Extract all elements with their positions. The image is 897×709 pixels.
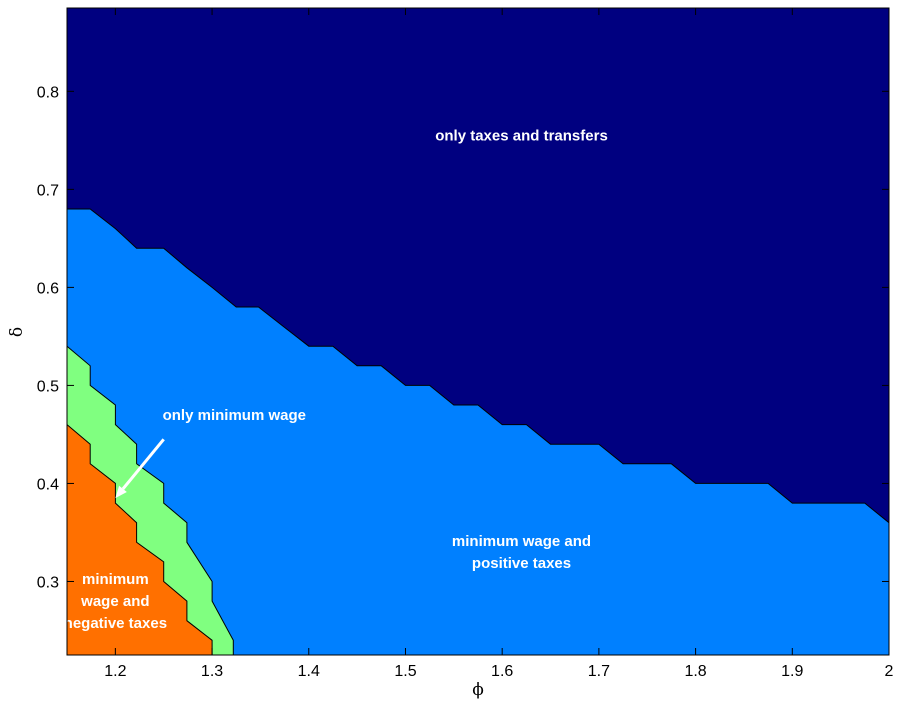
region-mw-positive [67, 209, 889, 655]
region-taxes-transfers [67, 8, 889, 523]
region-label-only-mw: only minimum wage [163, 407, 306, 424]
region-only-mw [67, 346, 234, 655]
y-axis-label: δ [7, 327, 27, 337]
x-tick-label: 1.9 [781, 663, 803, 680]
x-tick-label: 1.6 [491, 663, 513, 680]
y-tick-label: 0.6 [37, 280, 59, 297]
plot-frame [66, 7, 890, 656]
x-axis-label: ϕ [472, 680, 484, 700]
x-tick-label: 1.5 [394, 663, 416, 680]
region-label-mw-negative: wage and [80, 593, 149, 610]
boundary-middle [67, 345, 234, 655]
arrow-head [115, 485, 127, 499]
x-tick-label: 1.8 [684, 663, 706, 680]
y-tick-label: 0.5 [37, 378, 59, 395]
x-tick-label: 1.3 [201, 663, 223, 680]
region-label-mw-negative: negative taxes [64, 615, 167, 632]
y-tick-label: 0.3 [37, 574, 59, 591]
y-tick-label: 0.4 [37, 476, 59, 493]
region-label-mw-positive: minimum wage and [452, 533, 591, 550]
region-mw-negative [67, 424, 213, 655]
x-tick-label: 1.2 [104, 663, 126, 680]
x-tick-label: 1.7 [588, 663, 610, 680]
x-tick-label: 1.4 [298, 663, 320, 680]
boundary-lower [67, 424, 213, 655]
region-label-mw-positive: positive taxes [472, 555, 571, 572]
y-tick-label: 0.7 [37, 182, 59, 199]
arrow-line [121, 438, 165, 490]
region-label-taxes-transfers: only taxes and transfers [435, 127, 608, 144]
x-tick-label: 2 [885, 663, 894, 680]
boundary-upper [67, 208, 889, 524]
y-tick-label: 0.8 [37, 84, 59, 101]
region-label-mw-negative: minimum [82, 571, 149, 588]
